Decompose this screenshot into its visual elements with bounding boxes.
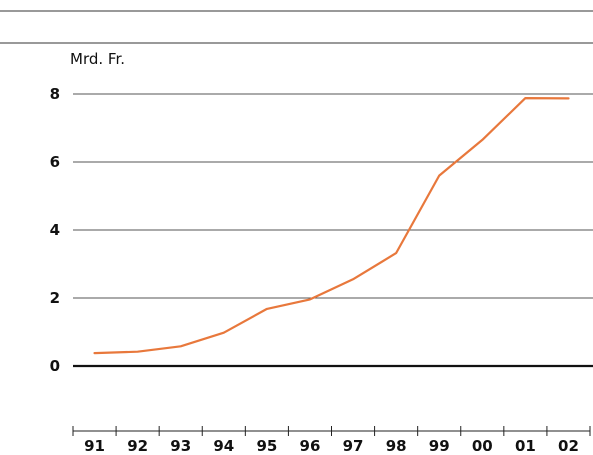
x-tick-label: 97 (343, 437, 364, 455)
x-tick-label: 99 (429, 437, 450, 455)
x-tick-label: 01 (515, 437, 536, 455)
y-tick-label: 4 (50, 221, 60, 239)
x-tick-label: 02 (558, 437, 579, 455)
series-line-0 (93, 96, 570, 355)
x-tick-label: 96 (300, 437, 321, 455)
y-tick-labels: 0 2 4 6 8 (50, 85, 60, 375)
gridlines (73, 93, 593, 368)
x-tick-label: 91 (84, 437, 105, 455)
x-tick-label: 98 (386, 437, 407, 455)
y-tick-label: 8 (50, 85, 60, 103)
x-axis: 91 92 93 94 95 96 97 98 99 00 01 02 (72, 426, 591, 455)
y-tick-label: 6 (50, 153, 60, 171)
x-tick-label: 95 (256, 437, 277, 455)
y-tick-label: 2 (50, 289, 60, 307)
y-axis-label: Mrd. Fr. (70, 50, 125, 68)
x-tick-label: 92 (127, 437, 148, 455)
series-group (93, 96, 570, 355)
x-tick-label: 93 (170, 437, 191, 455)
x-tick-label: 94 (213, 437, 234, 455)
x-tick-label: 00 (472, 437, 493, 455)
y-tick-label: 0 (50, 357, 60, 375)
